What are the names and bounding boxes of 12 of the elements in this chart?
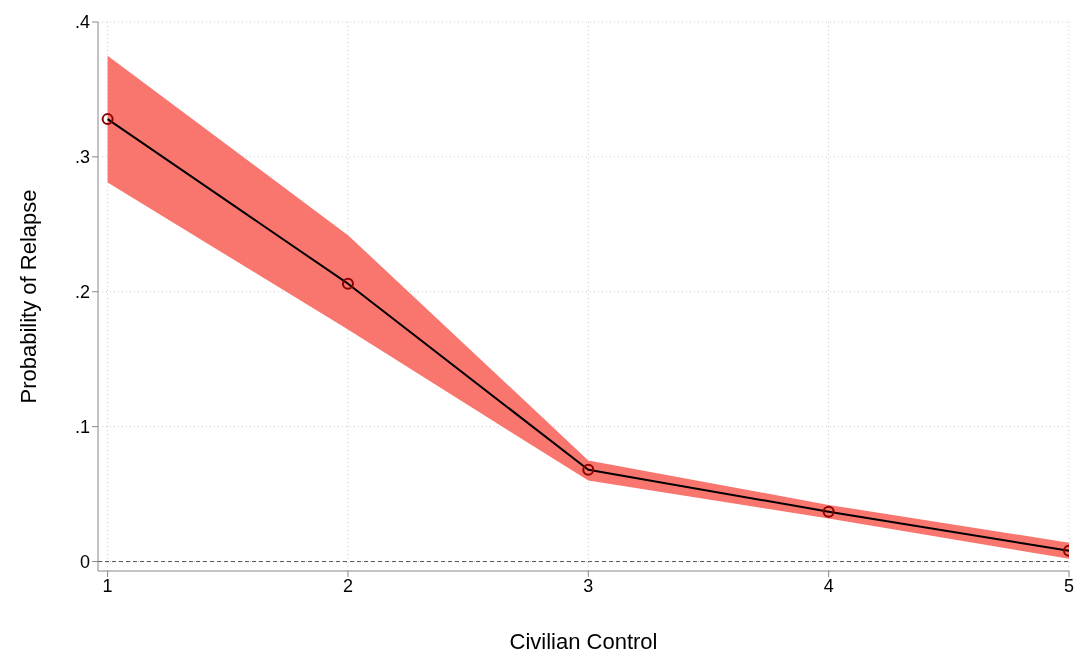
y-tick-label: .3	[74, 147, 90, 168]
x-tick-label: 2	[342, 575, 353, 596]
y-tick-label: .2	[74, 282, 90, 303]
x-tick-label: 3	[583, 575, 594, 596]
x-tick-label: 5	[1063, 575, 1075, 596]
x-tick-label: 4	[823, 575, 834, 596]
y-tick-label: 0	[79, 551, 90, 572]
y-tick-label: .1	[74, 417, 90, 438]
y-axis-title: Probability of Relapse	[15, 189, 41, 404]
x-axis-title: Civilian Control	[509, 629, 658, 654]
y-tick-label: .4	[74, 12, 90, 33]
x-tick-label: 1	[102, 575, 113, 596]
